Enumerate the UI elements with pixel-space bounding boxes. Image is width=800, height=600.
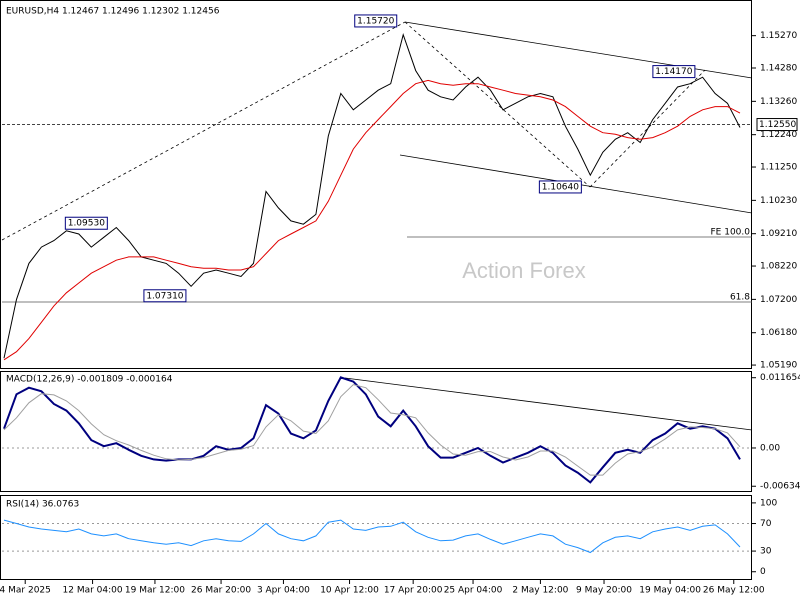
y-tick-label: -0.006345	[760, 482, 800, 492]
x-tick-label: 19 May 04:00	[639, 586, 701, 596]
x-tick-label: 2 May 12:00	[512, 586, 568, 596]
series-line	[3, 376, 741, 484]
rsi-frame	[0, 495, 752, 580]
annotation-label: 1.09530	[68, 219, 105, 229]
x-tick-label: 26 May 12:00	[703, 586, 765, 596]
trend-line	[1, 21, 406, 241]
x-tick-label: 10 Apr 12:00	[320, 586, 379, 596]
rsi-title: RSI(14) 36.0763	[6, 500, 79, 510]
current-price-label: 1.12550	[759, 120, 796, 130]
frames	[0, 0, 752, 580]
x-tick-label: 17 Apr 20:00	[384, 586, 443, 596]
y-tick-label: 1.06180	[760, 328, 797, 338]
series-line	[3, 384, 741, 476]
annotation-label: 1.15720	[357, 16, 394, 26]
x-tick-label: 4 Mar 2025	[0, 586, 51, 596]
y-tick-label: 0.011654	[760, 373, 800, 383]
y-tick-label: 1.14280	[760, 64, 797, 74]
macd-frame	[0, 371, 752, 492]
y-tick-label: 1.12240	[760, 130, 797, 140]
fe-label: FE 100.0	[711, 228, 751, 238]
x-tick-label: 3 Apr 04:00	[257, 586, 310, 596]
annotation-box	[64, 216, 108, 230]
y-tick-label: 70	[760, 519, 772, 529]
y-tick-label: 1.11250	[760, 163, 797, 173]
annotation-label: 1.10640	[542, 182, 579, 192]
y-tick-label: 0.00	[760, 443, 780, 453]
x-tick-label: 12 Mar 04:00	[63, 586, 123, 596]
watermark: Action Forex	[462, 258, 586, 283]
y-tick-label: 1.07200	[760, 295, 797, 305]
y-tick-label: 30	[760, 547, 772, 557]
annotation-label: 1.14170	[655, 67, 692, 77]
y-tick-label: 1.15270	[760, 31, 797, 41]
y-tick-label: 1.08220	[760, 262, 797, 272]
y-tick-label: 1.10230	[760, 196, 797, 206]
series-line	[3, 519, 741, 554]
annotation-box	[354, 14, 398, 28]
macd-trend	[344, 377, 753, 431]
x-tick-label: 19 Mar 12:00	[125, 586, 185, 596]
x-tick-label: 25 Apr 04:00	[444, 586, 503, 596]
y-tick-label: 1.13260	[760, 97, 797, 107]
current-price-box	[756, 118, 798, 132]
chart-title: EURUSD,H4 1.12467 1.12496 1.12302 1.1245…	[6, 7, 220, 17]
y-tick-label: 1.05190	[760, 361, 797, 371]
price-frame	[0, 0, 752, 369]
macd-title: MACD(12,26,9) -0.001809 -0.000164	[6, 375, 173, 385]
x-tick-label: 9 May 20:00	[576, 586, 632, 596]
annotation-box	[652, 65, 696, 79]
annotation-box	[143, 289, 187, 303]
y-tick-label: 1.09210	[760, 229, 797, 239]
x-tick-label: 26 Mar 20:00	[191, 586, 251, 596]
series-line	[3, 79, 741, 361]
fib-label: 61.8	[730, 293, 750, 303]
y-tick-label: 100	[760, 498, 777, 508]
series-line	[3, 32, 741, 359]
annotation-box	[538, 180, 582, 194]
annotation-label: 1.07310	[146, 291, 183, 301]
swing-line	[404, 21, 591, 188]
y-tick-label: 0	[760, 567, 766, 577]
